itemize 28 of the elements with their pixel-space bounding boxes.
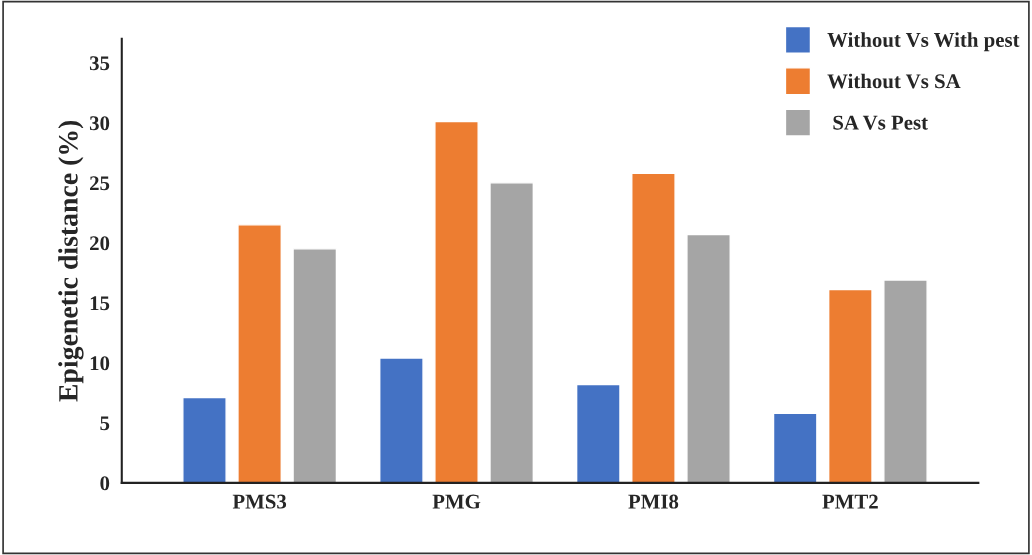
bar bbox=[182, 396, 227, 483]
bar bbox=[686, 233, 731, 483]
x-tick-label: PMT2 bbox=[822, 494, 878, 509]
bar bbox=[292, 248, 338, 483]
bar bbox=[489, 182, 535, 483]
bar bbox=[883, 279, 928, 483]
y-tick-label: 15 bbox=[90, 296, 110, 311]
y-tick-label: 0 bbox=[100, 476, 110, 491]
y-tick-label: 25 bbox=[90, 176, 110, 191]
y-tick-label: 30 bbox=[89, 116, 110, 131]
y-tick-label: 5 bbox=[100, 416, 110, 431]
bar bbox=[237, 224, 282, 483]
legend-label: Without Vs SA bbox=[827, 73, 961, 89]
legend-label: SA Vs Pest bbox=[833, 115, 928, 130]
x-tick-label: PMG bbox=[432, 494, 481, 509]
y-axis-title: Epigenetic distance (%) bbox=[58, 120, 84, 402]
bar bbox=[575, 383, 621, 483]
x-tick-label: PMS3 bbox=[232, 494, 287, 509]
bar bbox=[434, 120, 479, 483]
y-tick-label: 35 bbox=[89, 56, 110, 71]
bar bbox=[772, 412, 818, 483]
bar bbox=[379, 357, 424, 483]
bar bbox=[827, 288, 873, 483]
x-tick-label: PMI8 bbox=[628, 494, 679, 509]
y-tick-label: 20 bbox=[90, 236, 110, 251]
y-tick-label: 10 bbox=[90, 356, 110, 371]
legend-label: Without Vs With pest bbox=[827, 32, 1020, 52]
bar bbox=[631, 172, 676, 483]
